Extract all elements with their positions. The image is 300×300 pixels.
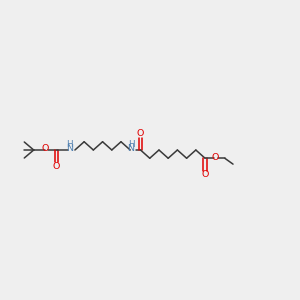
Text: H: H [128,140,134,148]
Text: O: O [53,162,60,171]
Text: O: O [201,170,209,179]
Text: O: O [41,144,49,153]
Text: N: N [66,144,73,153]
Text: N: N [128,144,135,153]
Text: H: H [66,140,72,148]
Text: O: O [211,153,218,162]
Text: O: O [137,129,144,138]
